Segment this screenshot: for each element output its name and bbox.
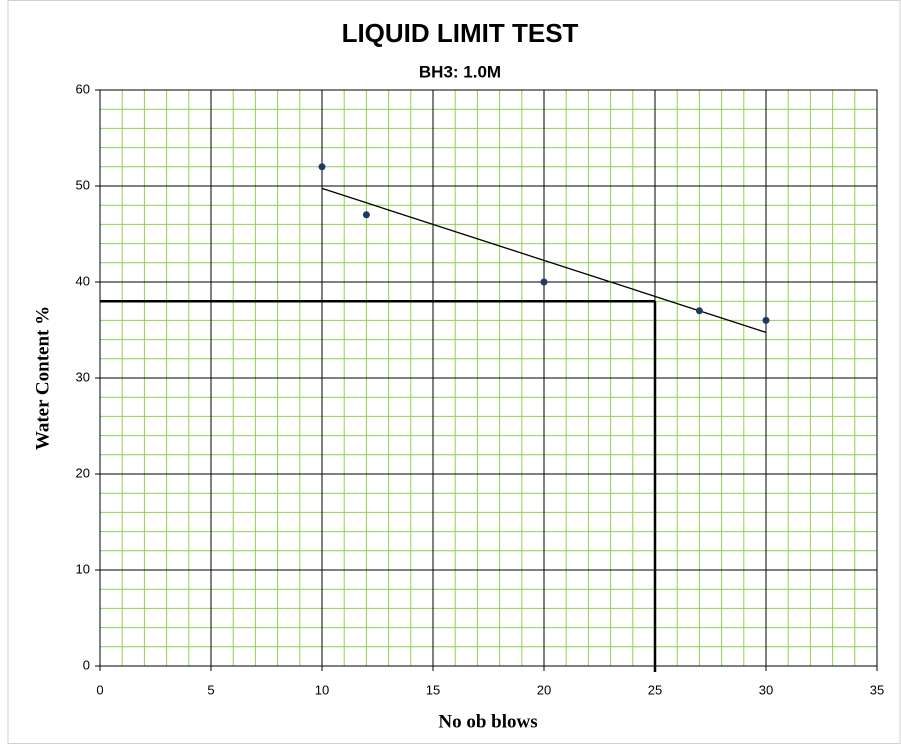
x-tick-label: 20	[537, 682, 551, 697]
x-tick-label: 25	[648, 682, 662, 697]
y-tick-label: 0	[83, 657, 90, 672]
x-tick-label: 35	[870, 682, 884, 697]
data-point	[318, 163, 326, 171]
y-axis-label: Water Content %	[32, 306, 53, 450]
data-point	[362, 211, 370, 219]
x-tick-label: 5	[207, 682, 214, 697]
y-tick-label: 10	[76, 561, 90, 576]
x-tick-label: 30	[759, 682, 773, 697]
x-tick-label: 15	[426, 682, 440, 697]
y-tick-label: 60	[76, 81, 90, 96]
trendline	[321, 187, 767, 334]
y-tick-label: 50	[76, 177, 90, 192]
y-tick-label: 20	[76, 465, 90, 480]
data-point	[762, 316, 770, 324]
data-point	[540, 278, 548, 286]
chart-title: LIQUID LIMIT TEST	[342, 18, 579, 48]
y-tick-label: 40	[76, 273, 90, 288]
x-axis-label: No ob blows	[438, 711, 537, 732]
plot-frame	[99, 89, 878, 667]
chart-subtitle: BH3: 1.0M	[419, 62, 501, 81]
x-tick-label: 0	[96, 682, 103, 697]
data-point	[695, 307, 703, 315]
x-tick-label: 10	[315, 682, 329, 697]
y-tick-label: 30	[76, 369, 90, 384]
chart-frame	[7, 0, 901, 744]
